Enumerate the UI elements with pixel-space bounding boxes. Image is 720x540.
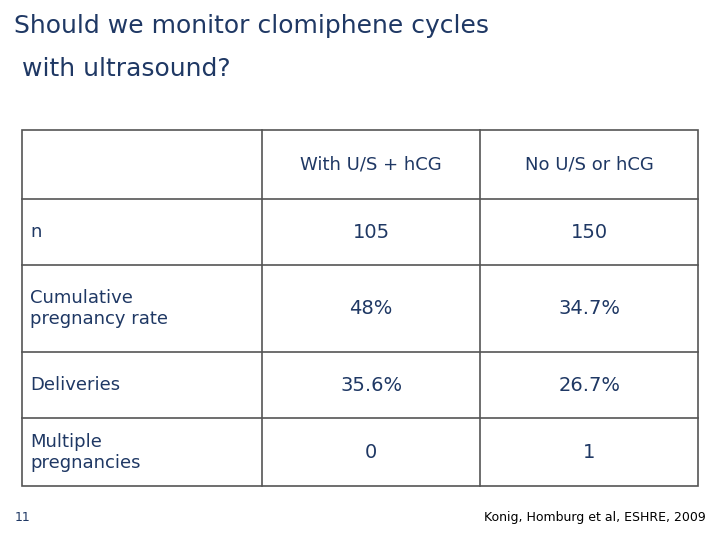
- Text: Deliveries: Deliveries: [30, 376, 120, 394]
- Text: 26.7%: 26.7%: [559, 376, 621, 395]
- Text: Multiple
pregnancies: Multiple pregnancies: [30, 433, 140, 471]
- Text: With U/S + hCG: With U/S + hCG: [300, 156, 442, 173]
- Text: No U/S or hCG: No U/S or hCG: [525, 156, 654, 173]
- Text: n: n: [30, 223, 42, 241]
- Text: with ultrasound?: with ultrasound?: [14, 57, 231, 80]
- Text: 0: 0: [365, 443, 377, 462]
- Text: 34.7%: 34.7%: [559, 299, 621, 318]
- Text: 150: 150: [571, 222, 608, 241]
- Text: Cumulative
pregnancy rate: Cumulative pregnancy rate: [30, 289, 168, 328]
- Text: Konig, Homburg et al, ESHRE, 2009: Konig, Homburg et al, ESHRE, 2009: [484, 511, 706, 524]
- Text: 1: 1: [583, 443, 595, 462]
- Text: Should we monitor clomiphene cycles: Should we monitor clomiphene cycles: [14, 14, 490, 37]
- Text: 11: 11: [14, 511, 30, 524]
- Text: 105: 105: [353, 222, 390, 241]
- Text: 48%: 48%: [349, 299, 393, 318]
- Text: 35.6%: 35.6%: [340, 376, 402, 395]
